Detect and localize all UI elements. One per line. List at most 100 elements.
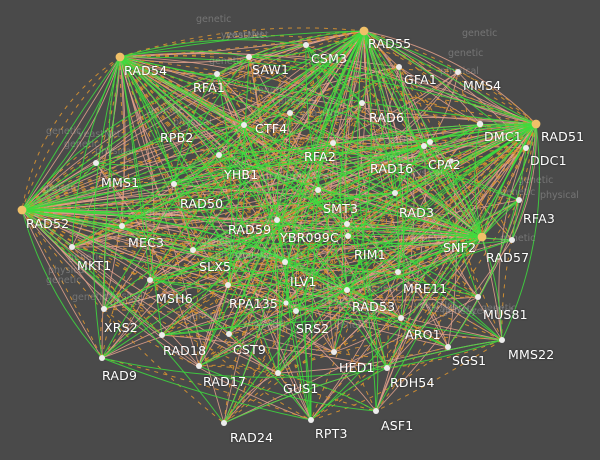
edge-yeastNet[interactable]	[218, 154, 278, 221]
edge-genetic[interactable]	[21, 209, 399, 273]
node-rpt3[interactable]	[308, 417, 314, 423]
edge-genetic[interactable]	[121, 225, 483, 257]
node-mms4[interactable]	[455, 69, 461, 75]
edge-genetic[interactable]	[119, 56, 483, 242]
edge-yeastNet[interactable]	[192, 249, 479, 298]
edge-yeastNet[interactable]	[192, 145, 425, 251]
node-hed1[interactable]	[331, 349, 337, 355]
edge-yeastNet[interactable]	[21, 209, 348, 291]
edge-yeastNet[interactable]	[276, 219, 312, 421]
edge-yeastNet[interactable]	[289, 112, 483, 238]
edge-genetic[interactable]	[363, 30, 479, 298]
edge-yeastNet[interactable]	[363, 30, 483, 238]
node-sgs1[interactable]	[445, 344, 451, 350]
edge-yeastNet[interactable]	[277, 372, 377, 412]
edge-yeastNet[interactable]	[347, 123, 537, 237]
edge-genetic[interactable]	[119, 35, 537, 125]
edge-genetic[interactable]	[119, 56, 349, 237]
edge-genetic[interactable]	[218, 149, 520, 201]
edge-genetic[interactable]	[119, 56, 287, 304]
edge-genetic[interactable]	[289, 30, 365, 114]
edge-genetic[interactable]	[277, 123, 537, 374]
edge-yeastNet[interactable]	[119, 30, 365, 58]
edge-genetic[interactable]	[192, 56, 250, 251]
edge-genetic[interactable]	[276, 219, 402, 319]
edge-yeastNet[interactable]	[121, 225, 194, 251]
node-rim1[interactable]	[345, 233, 351, 239]
edge-yeastNet[interactable]	[340, 30, 365, 291]
node-mec3[interactable]	[119, 223, 125, 229]
edge-genetic[interactable]	[386, 339, 503, 369]
node-rpa135[interactable]	[225, 282, 231, 288]
edge-yeastNet[interactable]	[277, 123, 537, 374]
edge-genetic[interactable]	[375, 339, 503, 412]
edge-yeastNet[interactable]	[332, 142, 483, 238]
node-rfa3[interactable]	[516, 197, 522, 203]
node-csm3[interactable]	[303, 42, 309, 48]
edge-physical[interactable]	[363, 30, 481, 125]
edge-yeastNet[interactable]	[346, 223, 379, 412]
edge-genetic[interactable]	[363, 30, 537, 125]
node-rad3[interactable]	[392, 190, 398, 196]
edge-yeastNet[interactable]	[310, 189, 319, 421]
edge-yeastNet[interactable]	[397, 66, 409, 273]
edge-physical[interactable]	[21, 209, 312, 421]
node-rpb2[interactable]	[241, 122, 247, 128]
node-mkt1[interactable]	[69, 244, 75, 250]
edge-genetic[interactable]	[21, 209, 73, 248]
edge-yeastNet[interactable]	[363, 30, 459, 73]
edge-genetic[interactable]	[333, 346, 449, 358]
node-rad55[interactable]	[359, 26, 369, 36]
edge-yeastNet[interactable]	[21, 162, 97, 211]
node-yhb1[interactable]	[216, 152, 222, 158]
node-asf1[interactable]	[373, 408, 379, 414]
node-saw1[interactable]	[246, 54, 252, 60]
edge-genetic[interactable]	[333, 236, 483, 353]
edge-physical[interactable]	[228, 333, 279, 374]
edge-genetic[interactable]	[101, 357, 312, 421]
edge-genetic[interactable]	[21, 56, 121, 211]
edge-yeastNet[interactable]	[21, 73, 218, 211]
edge-genetic[interactable]	[21, 30, 365, 211]
edge-genetic[interactable]	[121, 207, 483, 238]
edge-genetic[interactable]	[21, 154, 220, 211]
edge-genetic[interactable]	[119, 56, 348, 291]
edge-yeastNet[interactable]	[92, 56, 121, 359]
edge-genetic[interactable]	[310, 145, 425, 421]
edge-yeastNet[interactable]	[21, 209, 73, 248]
node-rad59[interactable]	[274, 217, 280, 223]
edge-genetic[interactable]	[457, 71, 483, 238]
edge-yeastNet[interactable]	[71, 56, 121, 248]
node-mms21[interactable]	[448, 158, 454, 164]
edge-genetic[interactable]	[347, 123, 537, 237]
edge-yeastNet[interactable]	[149, 123, 537, 281]
edge-yeastNet[interactable]	[161, 317, 402, 336]
edge-yeastNet[interactable]	[284, 261, 312, 421]
edge-yeastNet[interactable]	[346, 239, 513, 291]
edge-yeastNet[interactable]	[21, 56, 121, 211]
node-mre11[interactable]	[395, 269, 401, 275]
edge-genetic[interactable]	[276, 147, 527, 221]
edge-yeastNet[interactable]	[277, 199, 520, 374]
edge-physical[interactable]	[95, 116, 537, 164]
edge-genetic[interactable]	[277, 317, 402, 374]
node-xrs2[interactable]	[101, 306, 107, 312]
edge-genetic[interactable]	[21, 209, 229, 286]
edge-physical[interactable]	[248, 44, 307, 58]
edge-genetic[interactable]	[363, 30, 513, 241]
edge-yeastNet[interactable]	[119, 56, 388, 369]
edge-yeastNet[interactable]	[71, 154, 220, 248]
edge-genetic[interactable]	[149, 276, 503, 341]
edge-yeastNet[interactable]	[284, 261, 449, 348]
edge-genetic[interactable]	[21, 30, 365, 211]
edge-yeastNet[interactable]	[192, 124, 245, 251]
edge-yeastNet[interactable]	[103, 141, 431, 310]
edge-physical[interactable]	[119, 56, 483, 238]
edge-genetic[interactable]	[21, 209, 377, 412]
edge-yeastNet[interactable]	[363, 30, 396, 194]
node-rad53[interactable]	[344, 287, 350, 293]
edge-yeastNet[interactable]	[357, 30, 388, 369]
edge-genetic[interactable]	[223, 147, 527, 424]
edge-yeastNet[interactable]	[119, 56, 483, 238]
edge-genetic[interactable]	[223, 147, 527, 424]
